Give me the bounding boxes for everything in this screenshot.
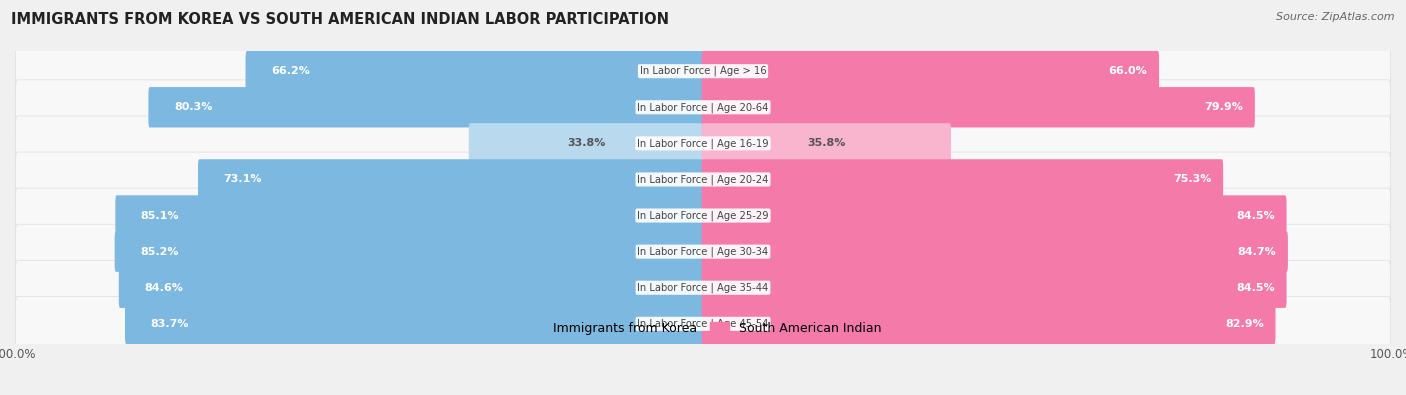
- FancyBboxPatch shape: [15, 260, 1391, 315]
- Text: 66.2%: 66.2%: [271, 66, 309, 76]
- FancyBboxPatch shape: [115, 196, 704, 236]
- Text: IMMIGRANTS FROM KOREA VS SOUTH AMERICAN INDIAN LABOR PARTICIPATION: IMMIGRANTS FROM KOREA VS SOUTH AMERICAN …: [11, 12, 669, 27]
- Text: 75.3%: 75.3%: [1173, 175, 1212, 184]
- Text: 82.9%: 82.9%: [1225, 319, 1264, 329]
- Text: In Labor Force | Age 30-34: In Labor Force | Age 30-34: [637, 246, 769, 257]
- FancyBboxPatch shape: [15, 152, 1391, 207]
- Text: 85.2%: 85.2%: [141, 246, 179, 257]
- FancyBboxPatch shape: [149, 87, 704, 128]
- FancyBboxPatch shape: [115, 231, 704, 272]
- Text: In Labor Force | Age 35-44: In Labor Force | Age 35-44: [637, 282, 769, 293]
- Text: In Labor Force | Age 45-54: In Labor Force | Age 45-54: [637, 318, 769, 329]
- FancyBboxPatch shape: [702, 51, 1159, 91]
- FancyBboxPatch shape: [702, 123, 950, 164]
- FancyBboxPatch shape: [15, 80, 1391, 135]
- Text: 66.0%: 66.0%: [1108, 66, 1147, 76]
- FancyBboxPatch shape: [125, 304, 704, 344]
- Text: 84.7%: 84.7%: [1237, 246, 1277, 257]
- Text: 80.3%: 80.3%: [174, 102, 212, 112]
- FancyBboxPatch shape: [702, 87, 1254, 128]
- FancyBboxPatch shape: [702, 304, 1275, 344]
- Text: 85.1%: 85.1%: [141, 211, 180, 220]
- FancyBboxPatch shape: [246, 51, 704, 91]
- Text: 35.8%: 35.8%: [807, 138, 845, 149]
- Text: 84.6%: 84.6%: [145, 283, 183, 293]
- Text: 84.5%: 84.5%: [1236, 211, 1275, 220]
- Text: In Labor Force | Age 20-64: In Labor Force | Age 20-64: [637, 102, 769, 113]
- Text: In Labor Force | Age 25-29: In Labor Force | Age 25-29: [637, 210, 769, 221]
- Text: 83.7%: 83.7%: [150, 319, 188, 329]
- Text: 33.8%: 33.8%: [568, 138, 606, 149]
- FancyBboxPatch shape: [15, 296, 1391, 351]
- Text: In Labor Force | Age 16-19: In Labor Force | Age 16-19: [637, 138, 769, 149]
- FancyBboxPatch shape: [15, 116, 1391, 171]
- Text: 84.5%: 84.5%: [1236, 283, 1275, 293]
- FancyBboxPatch shape: [702, 159, 1223, 199]
- Legend: Immigrants from Korea, South American Indian: Immigrants from Korea, South American In…: [520, 317, 886, 340]
- FancyBboxPatch shape: [15, 44, 1391, 99]
- FancyBboxPatch shape: [702, 196, 1286, 236]
- FancyBboxPatch shape: [118, 267, 704, 308]
- Text: In Labor Force | Age 20-24: In Labor Force | Age 20-24: [637, 174, 769, 185]
- Text: 79.9%: 79.9%: [1205, 102, 1243, 112]
- FancyBboxPatch shape: [15, 224, 1391, 279]
- FancyBboxPatch shape: [468, 123, 704, 164]
- FancyBboxPatch shape: [702, 267, 1286, 308]
- FancyBboxPatch shape: [15, 188, 1391, 243]
- Text: 73.1%: 73.1%: [224, 175, 262, 184]
- FancyBboxPatch shape: [702, 231, 1288, 272]
- FancyBboxPatch shape: [198, 159, 704, 199]
- Text: In Labor Force | Age > 16: In Labor Force | Age > 16: [640, 66, 766, 77]
- Text: Source: ZipAtlas.com: Source: ZipAtlas.com: [1277, 12, 1395, 22]
